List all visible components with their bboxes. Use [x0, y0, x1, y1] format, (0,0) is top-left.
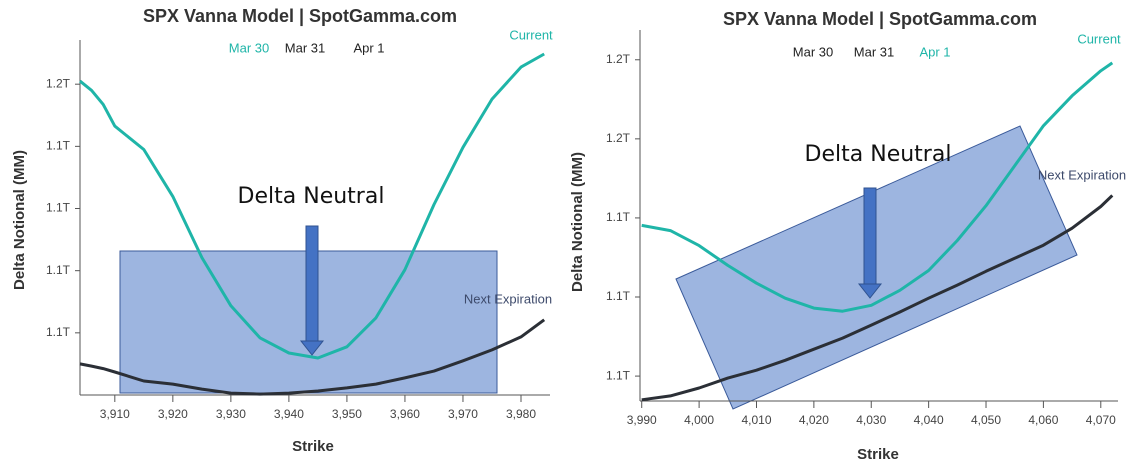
y-tick-label: 1.1T	[46, 263, 71, 277]
y-tick-label: 1.1T	[606, 289, 631, 303]
arrow-shaft	[863, 187, 877, 285]
x-tick-label: 4,060	[1028, 413, 1058, 427]
x-tick-label: 4,010	[741, 413, 771, 427]
y-tick-label: 1.2T	[46, 76, 71, 90]
series-line	[641, 61, 1114, 313]
series-label: Current	[509, 27, 553, 42]
x-tick-label: 4,050	[971, 413, 1001, 427]
legend-item: Mar 31	[854, 44, 894, 59]
arrow-shaft	[305, 225, 319, 342]
x-tick-label: 4,040	[914, 413, 944, 427]
x-tick-label: 3,950	[332, 407, 362, 421]
y-tick-label: 1.1T	[46, 325, 71, 339]
y-axis-label: Delta Notional (MM)	[11, 150, 28, 290]
x-axis-label: Strike	[292, 438, 334, 455]
y-tick-label: 1.2T	[606, 131, 631, 145]
series-line	[79, 318, 546, 396]
arrow-head	[857, 283, 883, 299]
x-tick-label: 3,920	[158, 407, 188, 421]
x-axis-label: Strike	[857, 446, 899, 463]
series-label: Current	[1077, 31, 1121, 46]
series-label: Next Expiration	[1038, 167, 1126, 182]
chart: SPX Vanna Model | SpotGamma.com Mar 30 Mar…	[569, 9, 1126, 463]
legend-item: Mar 31	[285, 40, 325, 55]
y-axis-label: Delta Notional (MM)	[569, 152, 586, 292]
x-tick-label: 4,000	[684, 413, 714, 427]
y-tick-label: 1.1T	[606, 368, 631, 382]
x-tick-label: 4,070	[1086, 413, 1116, 427]
legend-item: Apr 1	[919, 44, 950, 59]
y-tick-label: 1.1T	[606, 210, 631, 224]
series-line	[641, 194, 1114, 402]
series-line	[79, 52, 545, 360]
series-label: Next Expiration	[464, 291, 552, 306]
x-tick-label: 4,030	[856, 413, 886, 427]
y-tick-label: 1.1T	[46, 139, 71, 153]
x-tick-label: 3,980	[506, 407, 536, 421]
legend-item: Mar 30	[229, 40, 269, 55]
x-tick-label: 4,020	[799, 413, 829, 427]
y-tick-label: 1.2T	[606, 52, 631, 66]
x-tick-label: 3,910	[100, 407, 130, 421]
x-tick-label: 3,940	[274, 407, 304, 421]
y-tick-label: 1.1T	[46, 201, 71, 215]
chart: SPX Vanna Model | SpotGamma.com Mar 30 Mar…	[11, 6, 553, 455]
chart-title: SPX Vanna Model | SpotGamma.com	[723, 9, 1037, 29]
annotation: Delta Neutral	[805, 142, 952, 167]
x-tick-label: 3,970	[448, 407, 478, 421]
chart-title: SPX Vanna Model | SpotGamma.com	[143, 6, 457, 26]
legend-item: Apr 1	[353, 40, 384, 55]
x-tick-label: 3,930	[216, 407, 246, 421]
annotation: Delta Neutral	[238, 184, 385, 209]
x-tick-label: 3,960	[390, 407, 420, 421]
legend-item: Mar 30	[793, 44, 833, 59]
x-tick-label: 3,990	[627, 413, 657, 427]
arrow-head	[299, 340, 325, 356]
